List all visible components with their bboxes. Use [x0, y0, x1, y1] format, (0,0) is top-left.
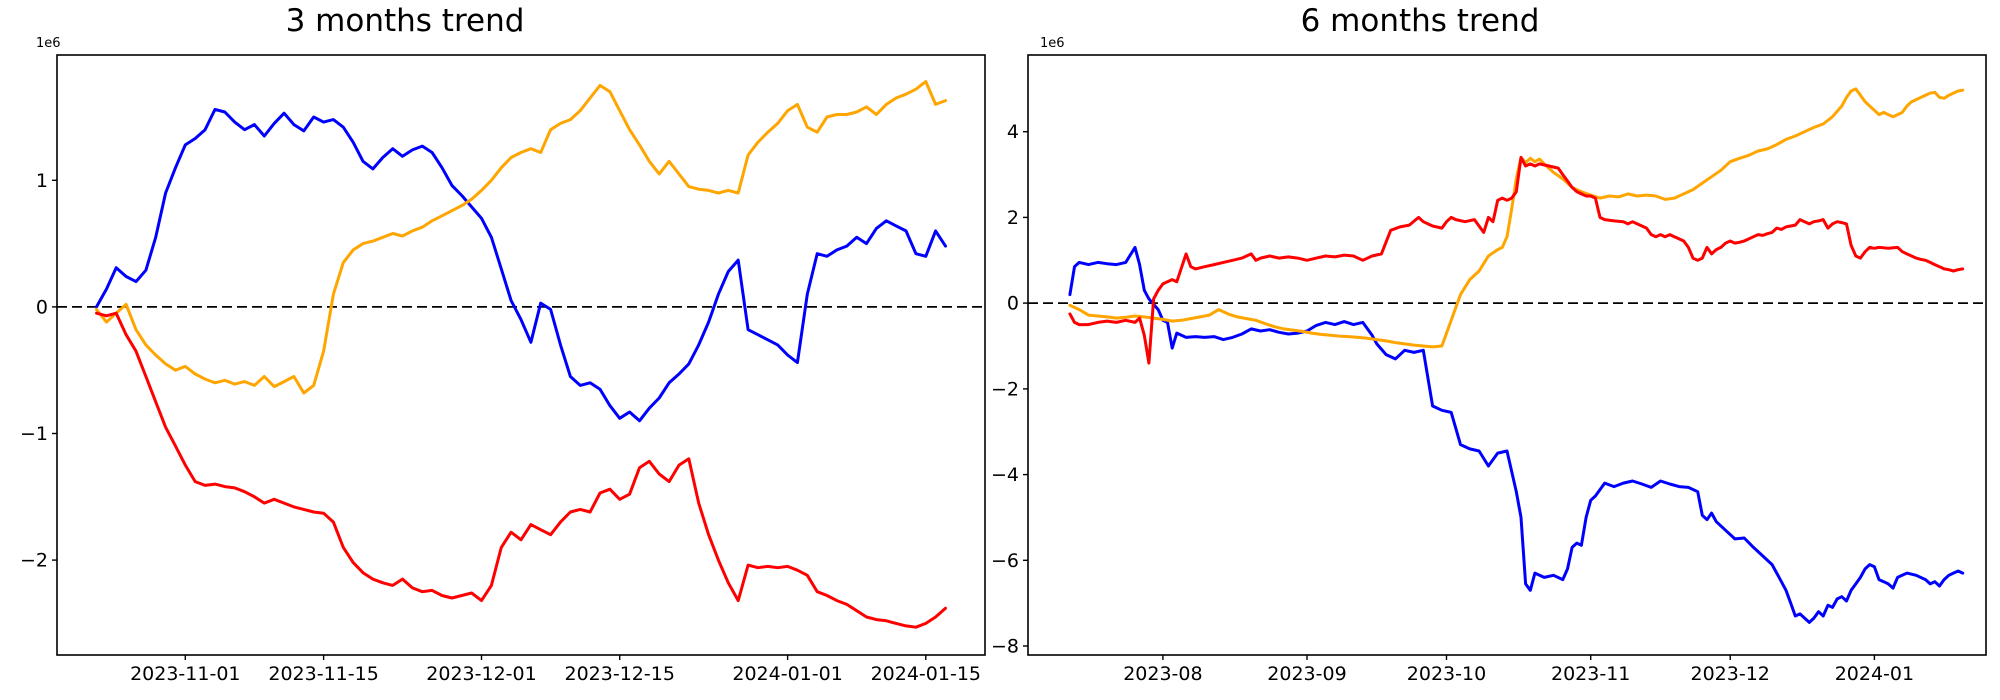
- y-tick-label: 0: [36, 296, 48, 318]
- y-tick-label: 0: [1007, 293, 1019, 315]
- series-line-orange: [95, 80, 947, 395]
- series-line-red: [95, 311, 947, 629]
- x-tick-label: 2023-11: [1551, 663, 1630, 685]
- plot-border: [1027, 54, 1987, 656]
- y-tick-label: 4: [1007, 121, 1019, 143]
- series-line-orange: [1068, 87, 1965, 349]
- chart-3-months: 2023-11-01 2023-11-15 2023-12-01 2023-12-15…: [20, 54, 986, 685]
- y-tick-label: 1: [36, 170, 48, 192]
- chart-6-months: 2023-08 2023-09 2023-10 2023-11 2023-12 2024-…: [991, 54, 1987, 685]
- x-tick-label: 2023-10: [1407, 663, 1486, 685]
- y-tick-label: −6: [991, 550, 1019, 572]
- x-tick-label: 2023-09: [1267, 663, 1346, 685]
- x-tick-label: 2023-08: [1123, 663, 1202, 685]
- x-tick-label: 2024-01: [1835, 663, 1914, 685]
- plot-border: [56, 54, 986, 656]
- x-tick-label: 2023-12-01: [426, 663, 536, 685]
- y-axis-offset-label-6-months: 1e6: [1040, 36, 1065, 51]
- x-tick-label: 2023-12-15: [564, 663, 674, 685]
- series-line-blue: [95, 107, 947, 423]
- x-tick-label: 2023-12: [1691, 663, 1770, 685]
- x-tick-label: 2023-11-01: [130, 663, 240, 685]
- series-line-blue: [1068, 245, 1965, 624]
- y-tick-label: 2: [1007, 207, 1019, 229]
- y-tick-label: −4: [991, 464, 1019, 486]
- chart-title-6-months: 6 months trend: [1300, 3, 1540, 39]
- series-line-red: [1068, 155, 1965, 365]
- x-tick-label: 2024-01-15: [871, 663, 981, 685]
- x-tick-label: 2024-01-01: [732, 663, 842, 685]
- y-tick-label: −2: [20, 550, 48, 572]
- y-axis-offset-label-3-months: 1e6: [36, 36, 61, 51]
- y-tick-label: −8: [991, 635, 1019, 657]
- y-tick-label: −1: [20, 423, 48, 445]
- y-tick-label: −2: [991, 378, 1019, 400]
- chart-title-3-months: 3 months trend: [285, 3, 525, 39]
- x-tick-label: 2023-11-15: [268, 663, 378, 685]
